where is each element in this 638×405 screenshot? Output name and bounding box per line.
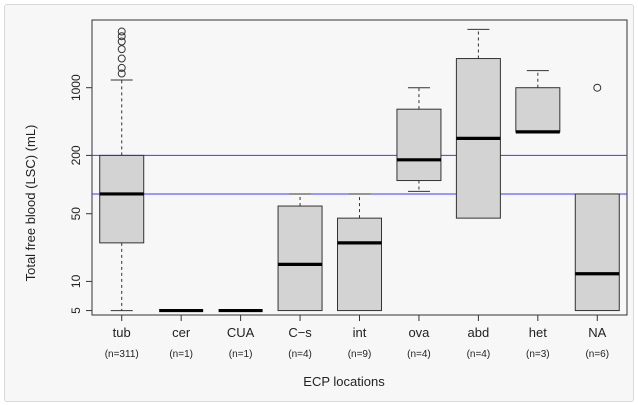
box-plot-chart: 5 10 50 200 1000 tub (n=311) cer (n=1) CUA (n=1) C−… — [23, 19, 628, 389]
box-abd — [455, 28, 501, 219]
x-tick-label: tub — [113, 325, 131, 340]
box-iqr — [337, 217, 382, 312]
chart-frame: 5 10 50 200 1000 tub (n=311) cer (n=1) CUA (n=1) C−… — [4, 4, 634, 402]
x-tick-label: CUA — [227, 325, 255, 340]
box-het — [515, 70, 561, 134]
box-int — [337, 193, 382, 312]
box-iqr — [99, 154, 145, 244]
x-count-label: (n=3) — [526, 349, 550, 360]
y-tick-label: 50 — [69, 207, 83, 221]
outlier-point — [117, 45, 126, 54]
box-iqr — [396, 108, 442, 182]
x-count-label: (n=1) — [169, 349, 193, 360]
y-tick-label: 1000 — [69, 74, 83, 101]
outlier-point — [117, 63, 126, 72]
x-tick-label: abd — [468, 325, 490, 340]
x-count-label: (n=4) — [467, 349, 491, 360]
x-count-label: (n=311) — [105, 349, 139, 360]
outlier-point — [117, 69, 126, 78]
x-count-label: (n=6) — [585, 349, 609, 360]
x-count-label: (n=4) — [288, 349, 312, 360]
box-na — [574, 83, 620, 312]
box-tub — [99, 27, 145, 312]
box-c-s — [277, 193, 323, 312]
x-tick-label: cer — [172, 325, 191, 340]
outlier-point — [593, 83, 602, 92]
x-tick-label: het — [529, 325, 547, 340]
x-tick-label: ova — [408, 325, 430, 340]
x-tick-label: NA — [588, 325, 606, 340]
x-count-label: (n=1) — [229, 349, 253, 360]
outlier-point — [117, 32, 126, 41]
y-tick-label: 5 — [69, 307, 83, 314]
x-tick-label: C−s — [288, 325, 312, 340]
outlier-point — [117, 27, 126, 36]
x-count-label: (n=4) — [407, 349, 431, 360]
box-iqr — [277, 205, 323, 312]
box-iqr — [574, 193, 620, 312]
x-tick-label: int — [353, 325, 367, 340]
outlier-point — [117, 54, 126, 63]
x-count-label: (n=9) — [348, 349, 372, 360]
y-tick-label: 200 — [69, 145, 83, 165]
y-tick-label: 10 — [69, 274, 83, 288]
box-ova — [396, 87, 442, 192]
outlier-point — [117, 37, 126, 46]
x-axis-label: ECP locations — [303, 374, 385, 389]
y-axis-label: Total free blood (LSC) (mL) — [23, 125, 38, 282]
box-iqr — [515, 87, 561, 133]
